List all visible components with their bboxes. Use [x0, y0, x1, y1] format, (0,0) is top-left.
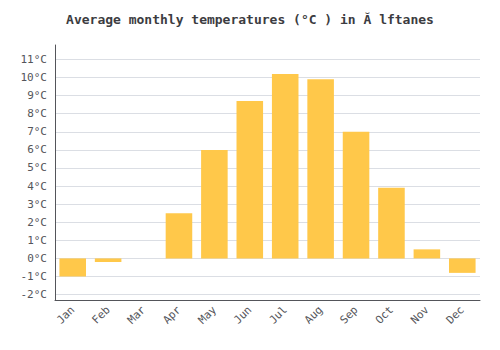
svg-text:5°C: 5°C	[27, 161, 47, 174]
svg-text:7°C: 7°C	[27, 125, 47, 138]
svg-text:11°C: 11°C	[21, 53, 48, 66]
svg-text:May: May	[196, 303, 219, 326]
svg-text:-1°C: -1°C	[21, 270, 48, 283]
svg-text:Oct: Oct	[373, 303, 396, 326]
svg-text:Dec: Dec	[444, 303, 467, 326]
svg-text:Jul: Jul	[267, 303, 290, 326]
svg-text:2°C: 2°C	[27, 216, 47, 229]
svg-text:Jan: Jan	[54, 303, 77, 326]
svg-text:1°C: 1°C	[27, 234, 47, 247]
svg-text:Average monthly temperatures (: Average monthly temperatures (°C ) in Ă …	[66, 12, 434, 27]
svg-text:Aug: Aug	[302, 303, 325, 326]
svg-text:9°C: 9°C	[27, 89, 47, 102]
svg-text:6°C: 6°C	[27, 143, 47, 156]
svg-text:Mar: Mar	[125, 303, 148, 326]
svg-text:0°C: 0°C	[27, 252, 47, 265]
svg-text:4°C: 4°C	[27, 180, 47, 193]
svg-text:-2°C: -2°C	[21, 288, 48, 301]
svg-text:Sep: Sep	[337, 303, 360, 326]
svg-text:Nov: Nov	[408, 303, 431, 326]
svg-text:3°C: 3°C	[27, 198, 47, 211]
svg-text:Jun: Jun	[231, 303, 254, 326]
svg-text:Apr: Apr	[160, 303, 183, 326]
svg-text:8°C: 8°C	[27, 107, 47, 120]
svg-text:Feb: Feb	[89, 303, 112, 326]
svg-text:10°C: 10°C	[21, 71, 48, 84]
